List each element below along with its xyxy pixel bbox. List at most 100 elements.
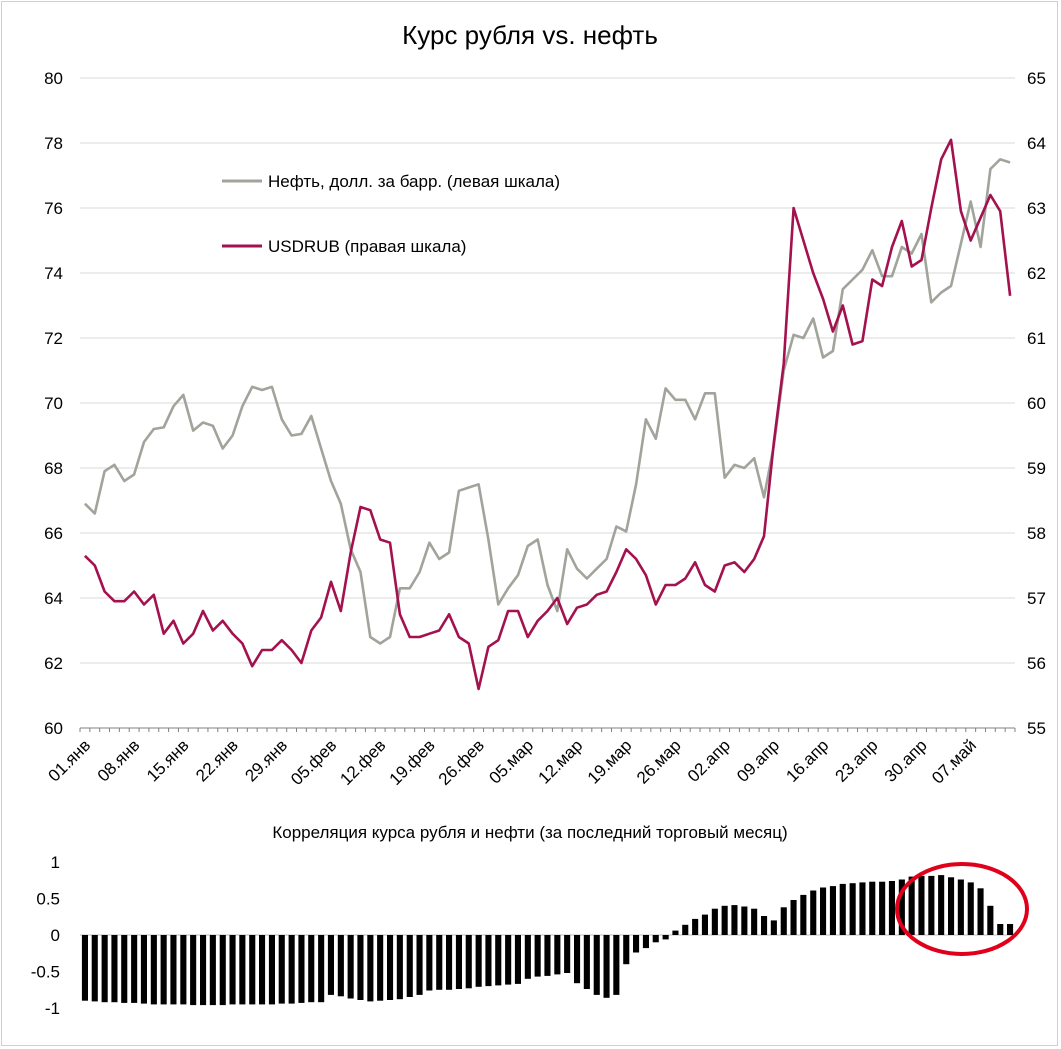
correlation-bar [406, 935, 413, 997]
correlation-bar [180, 935, 187, 1005]
correlation-bar [475, 935, 482, 987]
correlation-tick-label: -1 [45, 999, 60, 1018]
correlation-bar [249, 935, 256, 1005]
correlation-bar [948, 877, 955, 935]
correlation-bar [672, 930, 679, 935]
correlation-bar [997, 924, 1004, 935]
right-tick-label: 62 [1027, 264, 1046, 283]
correlation-bar [869, 881, 876, 935]
correlation-bar [574, 935, 581, 984]
correlation-bar [396, 935, 403, 1000]
correlation-bar [190, 935, 197, 1006]
x-tick-label: 08.янв [94, 736, 144, 786]
left-tick-label: 74 [44, 264, 63, 283]
right-tick-label: 65 [1027, 69, 1046, 88]
correlation-bar [81, 935, 88, 1001]
correlation-bar [91, 935, 98, 1002]
x-tick-label: 30.апр [881, 736, 931, 786]
correlation-bar [131, 935, 138, 1003]
correlation-bar [446, 935, 453, 990]
correlation-bar [239, 935, 246, 1005]
correlation-tick-label: 1 [51, 853, 60, 872]
right-tick-label: 56 [1027, 654, 1046, 673]
correlation-bar [288, 935, 295, 1004]
correlation-bar [928, 875, 935, 935]
correlation-bar [524, 935, 531, 979]
correlation-bar [465, 935, 472, 989]
x-axis-tick-labels: 01.янв 08.янв 15.янв 22.янв 29.янв05.фев12.ф… [45, 736, 980, 789]
x-tick-label: 26.мар [633, 736, 685, 788]
correlation-bars [81, 875, 1014, 1006]
x-tick-label: 19.фев [386, 736, 439, 789]
correlation-bar [337, 935, 344, 997]
correlation-bar [623, 935, 630, 965]
left-tick-label: 66 [44, 524, 63, 543]
correlation-bar [859, 882, 866, 935]
correlation-bar [298, 935, 305, 1003]
right-tick-label: 59 [1027, 459, 1046, 478]
correlation-bar [898, 879, 905, 935]
correlation-bar [879, 881, 886, 935]
correlation-bar [583, 935, 590, 989]
left-tick-label: 68 [44, 459, 63, 478]
correlation-bar [662, 935, 669, 940]
right-y-axis-tick-labels: 55 56 57 58 59 60 61 62 63 64 65 [1027, 69, 1046, 738]
oil-price-line [83, 158, 1011, 645]
highlight-ellipse [895, 862, 1029, 956]
x-tick-label: 07.май [928, 736, 980, 788]
correlation-bar [200, 935, 207, 1006]
x-tick-label: 29.янв [241, 736, 291, 786]
correlation-bar [967, 882, 974, 935]
left-tick-label: 70 [44, 394, 63, 413]
correlation-bar [652, 935, 659, 943]
x-tick-label: 15.янв [143, 736, 193, 786]
correlation-bar [780, 907, 787, 935]
correlation-bar [514, 935, 521, 984]
correlation-bar [347, 935, 354, 999]
x-tick-label: 12.мар [535, 736, 587, 788]
correlation-bar [731, 905, 738, 935]
right-tick-label: 58 [1027, 524, 1046, 543]
x-tick-label: 22.янв [192, 736, 242, 786]
correlation-bar [278, 935, 285, 1004]
left-tick-label: 62 [44, 654, 63, 673]
x-tick-label: 23.апр [832, 736, 882, 786]
right-tick-label: 55 [1027, 719, 1046, 738]
correlation-bar [770, 920, 777, 935]
correlation-bar [810, 890, 817, 935]
correlation-bar [495, 935, 502, 986]
correlation-bar [505, 935, 512, 985]
correlation-bar [642, 935, 649, 949]
correlation-bar [790, 900, 797, 935]
correlation-bar [554, 935, 561, 975]
x-tick-label: 09.апр [733, 736, 783, 786]
correlation-bar [377, 935, 384, 1001]
correlation-bar [701, 914, 708, 935]
correlation-bar [829, 886, 836, 935]
correlation-bar [987, 905, 994, 935]
left-tick-label: 76 [44, 199, 63, 218]
left-tick-label: 78 [44, 134, 63, 153]
legend: Нефть, долл. за барр. (левая шкала) USDR… [222, 172, 560, 256]
left-tick-label: 72 [44, 329, 63, 348]
correlation-bar [761, 916, 768, 935]
right-tick-label: 64 [1027, 134, 1046, 153]
correlation-bar [544, 935, 551, 976]
correlation-bar [308, 935, 315, 1003]
correlation-bar [209, 935, 216, 1006]
correlation-bar [918, 875, 925, 935]
correlation-bar [387, 935, 394, 1000]
correlation-bar [140, 935, 147, 1004]
correlation-tick-label: 0 [51, 926, 60, 945]
main-chart-title: Курс рубля vs. нефть [402, 20, 658, 50]
correlation-bar [170, 935, 177, 1005]
correlation-bar [888, 881, 895, 935]
correlation-bar [111, 935, 118, 1003]
correlation-bar [268, 935, 275, 1005]
correlation-bar [977, 888, 984, 935]
correlation-bar [436, 935, 443, 990]
usdrub-line [83, 138, 1012, 691]
correlation-bar [633, 935, 640, 953]
right-tick-label: 60 [1027, 394, 1046, 413]
